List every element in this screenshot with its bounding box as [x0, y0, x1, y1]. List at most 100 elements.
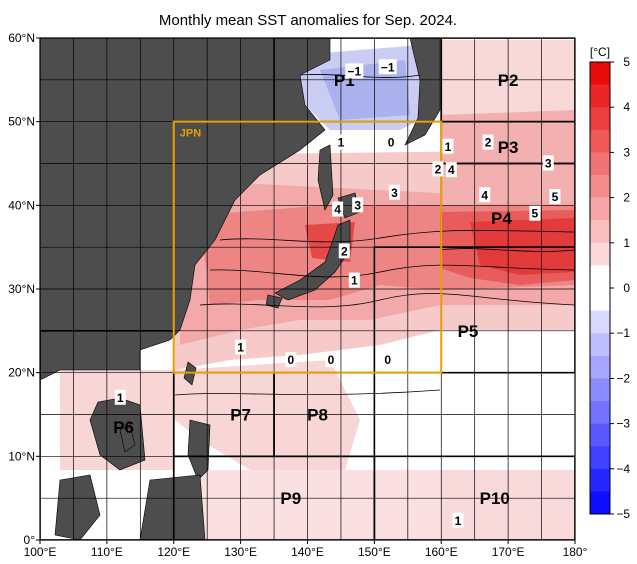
region-label-p9: P9	[280, 489, 301, 508]
lat-tick-label: 0°	[24, 533, 36, 547]
honshu-island	[274, 219, 351, 301]
lon-tick-label: 180°	[563, 545, 588, 559]
colorbar-tick-label: −5	[616, 507, 630, 521]
contour-label: 1	[237, 341, 244, 355]
colorbar-tick-label: 1	[623, 236, 630, 250]
colorbar-cell	[590, 468, 610, 492]
philippines	[187, 419, 211, 481]
contour-label-bg	[529, 205, 541, 221]
colorbar-cell	[590, 423, 610, 447]
colorbar-cell	[590, 242, 610, 266]
colorbar-cell	[590, 491, 610, 515]
contour-3deg	[219, 229, 575, 243]
contour-label: −1	[347, 64, 361, 78]
contour-label: −1	[381, 60, 395, 74]
sakhalin-island	[317, 144, 334, 211]
contour-label-bg	[325, 352, 337, 368]
colorbar-cell	[590, 62, 610, 85]
contour-label-bg	[445, 162, 457, 178]
colorbar-ticks: 5 4 3 2 1 0 −1 −2 −3 −4 −5	[610, 55, 630, 521]
contour-label: 5	[552, 190, 559, 204]
region-label-p3: P3	[498, 138, 519, 157]
contour-2deg	[209, 264, 575, 278]
lon-tick-label: 160°E	[425, 545, 458, 559]
region-label-p4: P4	[491, 209, 512, 228]
contour-label-bg	[382, 352, 394, 368]
colorbar-cell	[590, 197, 610, 221]
colorbar-cell	[590, 220, 610, 244]
lat-tick-label: 40°N	[8, 198, 35, 212]
lon-tick-label: 100°E	[24, 545, 57, 559]
colorbar-cell	[590, 333, 610, 357]
colorbar-cell	[590, 401, 610, 424]
contour-label: 0	[384, 353, 391, 367]
jpn-box	[172, 120, 443, 374]
colorbar-tick-label: −1	[616, 326, 630, 340]
colorbar-cell	[590, 84, 610, 108]
contour-label: 5	[532, 207, 539, 221]
contour-label: 3	[391, 186, 398, 200]
colorbar-cell	[590, 446, 610, 470]
contour-label-bg	[388, 184, 400, 200]
colorbar-cell	[590, 288, 610, 311]
contour-label: 0	[328, 353, 335, 367]
lon-tick-label: 140°E	[291, 545, 324, 559]
region-label-p7: P7	[230, 406, 251, 425]
contour-label: 4	[334, 203, 341, 217]
contour-label-bg	[348, 272, 360, 288]
contour-label: 3	[354, 198, 361, 212]
colorbar: [°C] 5 4 3 2 1 0 −1 −2 −3 −4 −5	[589, 45, 630, 521]
region-label-p5: P5	[458, 322, 479, 341]
contour-label-bg	[482, 134, 494, 150]
contour-label-bg	[338, 243, 350, 259]
contour-label-bg	[352, 197, 364, 213]
contour-label: 2	[485, 136, 492, 150]
contour-label: 2	[341, 244, 348, 258]
colorbar-tick-label: −4	[616, 462, 630, 476]
contour-1deg	[199, 293, 575, 308]
contour-label: 2	[435, 162, 442, 176]
warm-anomaly-tropics-south	[200, 470, 440, 540]
contour-label-bg	[432, 161, 444, 177]
contour-label-bg	[549, 188, 561, 204]
contour-label: 0	[388, 136, 395, 150]
lat-tick-label: 10°N	[8, 449, 35, 463]
region-box-p5	[373, 246, 575, 374]
colorbar-cell	[590, 129, 610, 153]
colorbar-cell	[590, 265, 610, 289]
lat-tick-label: 60°N	[8, 31, 35, 45]
contour-label: 1	[351, 274, 358, 288]
contour-label-bg	[452, 512, 464, 528]
borneo	[139, 474, 206, 540]
colorbar-tick-label: 0	[623, 281, 630, 295]
colorbar-tick-label: 3	[623, 145, 630, 159]
contour-label-bg	[542, 155, 554, 171]
lon-tick-label: 130°E	[224, 545, 257, 559]
colorbar-tick-label: −3	[616, 417, 630, 431]
region-box-p10	[373, 455, 575, 540]
contour-label-bg	[335, 134, 347, 150]
map-title: Monthly mean SST anomalies for Sep. 2024…	[159, 12, 457, 29]
warm-anomaly-tropics-west	[175, 360, 360, 470]
region-label-p2: P2	[498, 71, 519, 90]
contour-label-bg	[479, 187, 491, 203]
colorbar-tick-label: 5	[623, 55, 630, 69]
colorbar-cell	[590, 107, 610, 131]
colorbar-cell	[590, 152, 610, 176]
contour-label: 4	[481, 188, 488, 202]
contour-label-bg	[235, 339, 247, 355]
colorbar-tick-label: −2	[616, 371, 630, 385]
lat-tick-label: 50°N	[8, 115, 35, 129]
contour-label-bg	[378, 59, 397, 75]
lat-tick-label: 20°N	[8, 366, 35, 380]
longitude-axis: 100°E 110°E 120°E 130°E 140°E 150°E 160°E 170°E…	[24, 540, 588, 559]
hainan-island	[119, 424, 136, 453]
latitude-axis: 0° 10°N 20°N 30°N 40°N 50°N 60°N	[8, 31, 40, 547]
contour-label-bg	[385, 134, 397, 150]
contour-0deg	[174, 389, 441, 396]
jpn-box-label: JPN	[180, 128, 201, 140]
contour-label: 4	[448, 163, 455, 177]
colorbar-cell	[590, 355, 610, 379]
contour-label: 1	[455, 514, 462, 528]
